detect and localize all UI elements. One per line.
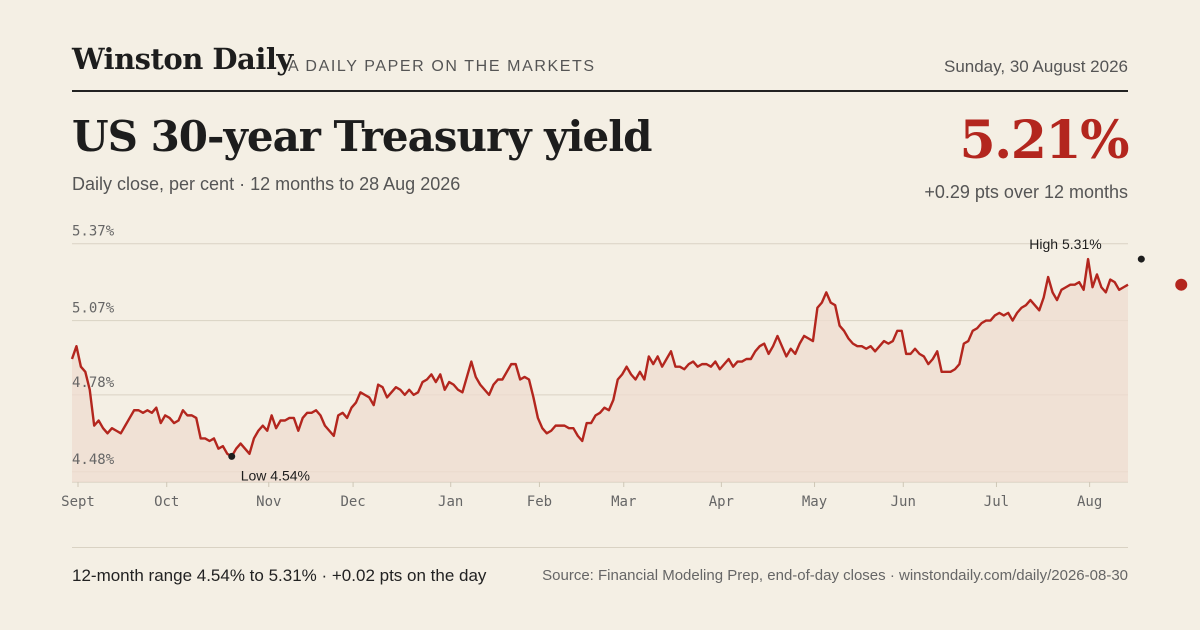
twelve-month-change: +0.29 pts over 12 months bbox=[924, 182, 1128, 202]
low-label: Low 4.54% bbox=[241, 467, 310, 483]
y-tick-label: 4.78% bbox=[72, 375, 115, 391]
high-marker bbox=[1137, 255, 1145, 263]
dateline: Sunday, 30 August 2026 bbox=[943, 57, 1128, 76]
y-tick-label: 5.37% bbox=[72, 224, 115, 240]
chart-subtitle: Daily close, per cent · 12 months to 28 … bbox=[72, 174, 461, 194]
x-tick-label: Jun bbox=[891, 494, 916, 510]
x-tick-label: Sept bbox=[61, 494, 95, 510]
source-note: Source: Financial Modeling Prep, end-of-… bbox=[542, 567, 1128, 584]
yield-line bbox=[70, 257, 1129, 458]
x-axis: Sept Oct Nov Dec Jan Feb Mar Apr May Jun Jul Aug bbox=[61, 482, 1102, 510]
x-tick-label: Feb bbox=[527, 494, 552, 510]
current-value: 5.21% bbox=[959, 110, 1129, 171]
tagline: A DAILY PAPER ON THE MARKETS bbox=[288, 58, 596, 75]
latest-point bbox=[1175, 278, 1188, 291]
x-tick-label: Dec bbox=[340, 494, 365, 510]
brand-name[interactable]: Winston Daily bbox=[72, 42, 293, 76]
y-tick-label: 5.07% bbox=[72, 301, 115, 317]
x-tick-label: Mar bbox=[611, 494, 636, 510]
page-title: US 30-year Treasury yield bbox=[72, 112, 653, 161]
high-label: High 5.31% bbox=[1029, 236, 1101, 252]
y-axis: 4.48% 4.78% 5.07% 5.37% bbox=[72, 224, 115, 468]
yield-area bbox=[72, 259, 1128, 482]
x-tick-label: Jan bbox=[438, 494, 463, 510]
x-tick-label: Apr bbox=[709, 494, 734, 510]
x-tick-label: Nov bbox=[256, 494, 281, 510]
markers: Low 4.54% High 5.31% bbox=[228, 236, 1188, 483]
range-summary: 12-month range 4.54% to 5.31% · +0.02 pt… bbox=[72, 566, 487, 585]
masthead: Winston Daily A DAILY PAPER ON THE MARKE… bbox=[72, 40, 1128, 92]
x-tick-label: Aug bbox=[1077, 494, 1102, 510]
x-tick-label: Jul bbox=[984, 494, 1009, 510]
y-tick-label: 4.48% bbox=[72, 452, 115, 468]
low-marker bbox=[228, 452, 236, 460]
x-tick-label: May bbox=[802, 494, 827, 510]
footer-divider bbox=[72, 547, 1128, 548]
x-tick-label: Oct bbox=[154, 494, 179, 510]
